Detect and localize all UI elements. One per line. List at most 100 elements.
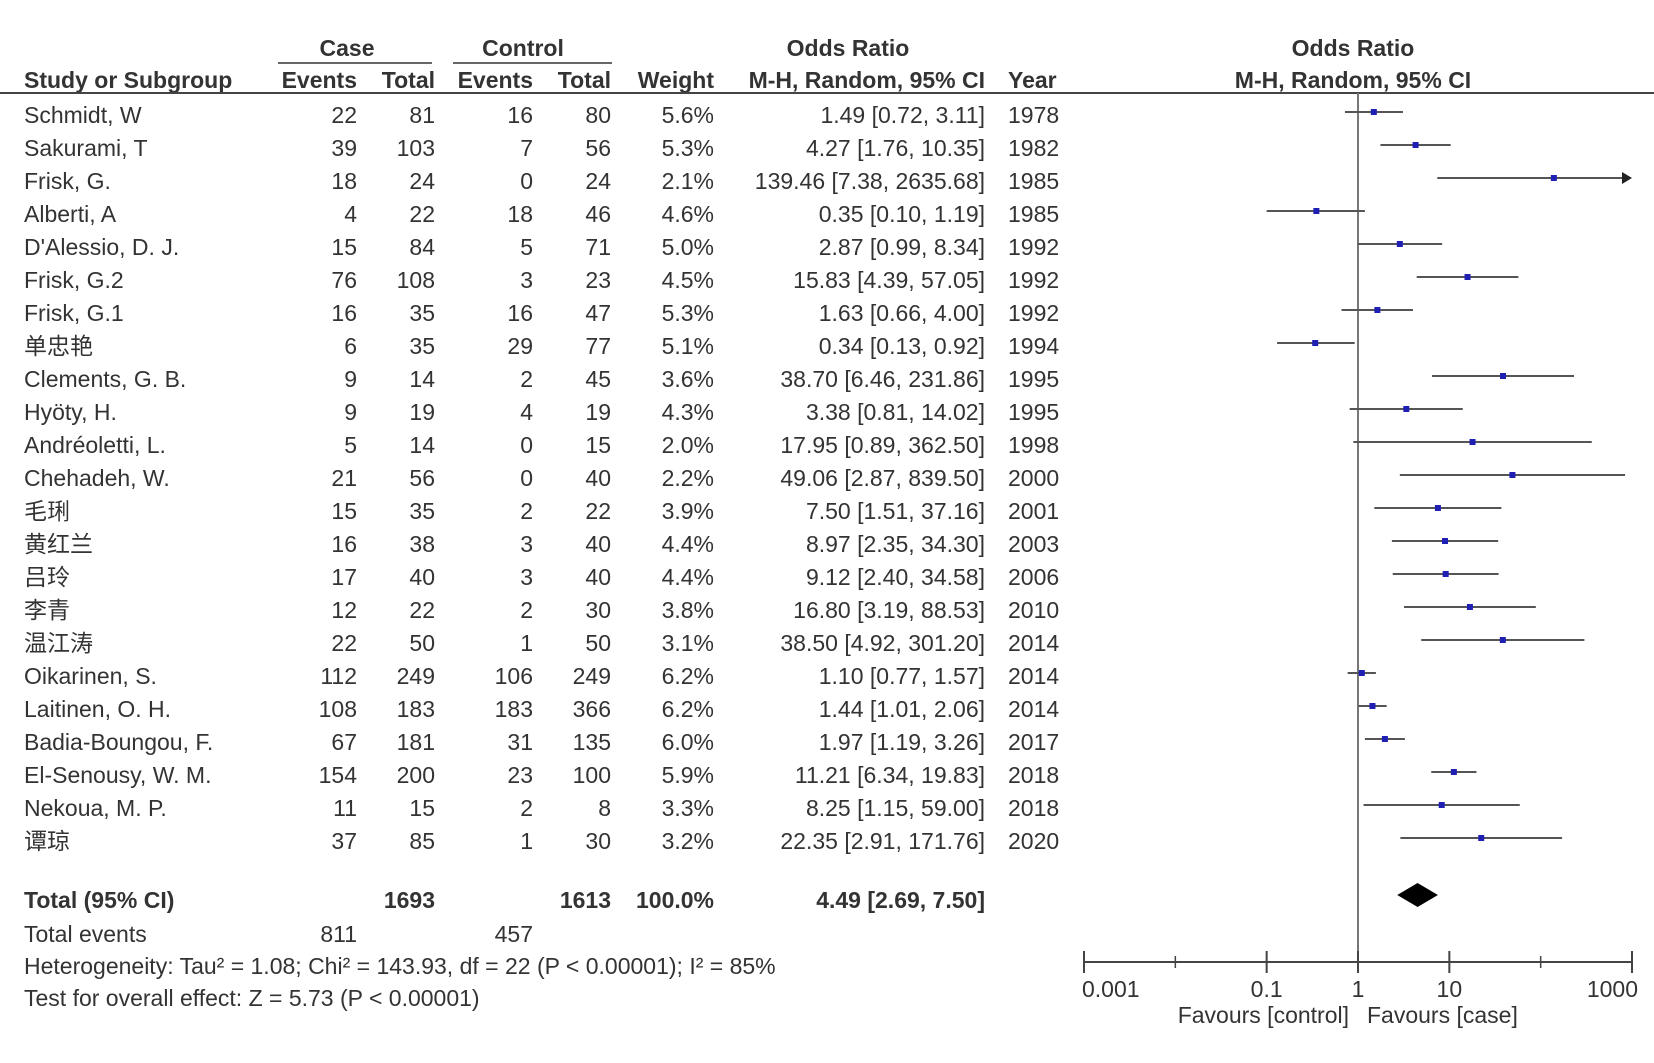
table-row: Oikarinen, S. 112 249 106 249 6.2% 1.10 [0.77,… xyxy=(24,663,1059,689)
cell-case-total: 85 xyxy=(409,828,435,854)
table-row: 单忠艳 6 35 29 77 5.1% 0.34 [0.13, 0.92] 1994 xyxy=(24,333,1059,359)
cell-weight: 6.2% xyxy=(662,663,714,689)
cell-year: 2018 xyxy=(1008,795,1059,821)
point-estimate xyxy=(1370,109,1377,115)
table-row: 黄红兰 16 38 3 40 4.4% 8.97 [2.35, 34.30] 2003 xyxy=(24,531,1059,557)
table-row: 谭琼 37 85 1 30 3.2% 22.35 [2.91, 171.76] 2020 xyxy=(24,828,1059,854)
cell-case-events: 15 xyxy=(331,498,357,524)
cell-study: 谭琼 xyxy=(24,828,70,854)
favours-control-label: Favours [control] xyxy=(1178,1002,1349,1028)
cell-year: 1978 xyxy=(1008,102,1059,128)
cell-year: 2003 xyxy=(1008,531,1059,557)
header-case-total: Total xyxy=(382,67,435,93)
cell-case-total: 35 xyxy=(409,300,435,326)
heterogeneity-text: Heterogeneity: Tau² = 1.08; Chi² = 143.9… xyxy=(24,953,776,979)
cell-study: Badia-Boungou, F. xyxy=(24,729,213,755)
cell-study: Schmidt, W xyxy=(24,102,142,128)
table-row: Andréoletti, L. 5 14 0 15 2.0% 17.95 [0.89, 36… xyxy=(24,432,1059,458)
cell-study: Andréoletti, L. xyxy=(24,432,166,458)
point-estimate xyxy=(1313,208,1320,214)
total-or: 4.49 [2.69, 7.50] xyxy=(816,887,985,913)
point-estimate xyxy=(1450,769,1457,775)
cell-year: 2018 xyxy=(1008,762,1059,788)
cell-ctrl-total: 249 xyxy=(573,663,611,689)
study-ci xyxy=(1344,109,1404,115)
cell-study: Frisk, G.1 xyxy=(24,300,124,326)
cell-weight: 3.3% xyxy=(662,795,714,821)
cell-study: Oikarinen, S. xyxy=(24,663,157,689)
cell-case-events: 16 xyxy=(331,531,357,557)
study-ci xyxy=(1399,472,1626,478)
cell-case-events: 76 xyxy=(331,267,357,293)
cell-case-total: 56 xyxy=(409,465,435,491)
point-estimate xyxy=(1466,604,1473,610)
x-tick-label: 0.001 xyxy=(1082,976,1140,1002)
study-ci xyxy=(1404,604,1536,610)
cell-ctrl-total: 56 xyxy=(585,135,611,161)
point-estimate xyxy=(1500,373,1507,379)
cell-weight: 4.6% xyxy=(662,201,714,227)
cell-study: Nekoua, M. P. xyxy=(24,795,167,821)
cell-weight: 5.3% xyxy=(662,135,714,161)
cell-ctrl-events: 2 xyxy=(520,795,533,821)
cell-ctrl-total: 45 xyxy=(585,366,611,392)
plot-title: Odds Ratio xyxy=(1292,35,1415,61)
table-row: 温江涛 22 50 1 50 3.1% 38.50 [4.92, 301.20] 2014 xyxy=(24,630,1059,656)
cell-case-events: 112 xyxy=(320,663,357,689)
cell-weight: 5.9% xyxy=(662,762,714,788)
cell-ctrl-events: 0 xyxy=(520,168,533,194)
cell-year: 2017 xyxy=(1008,729,1059,755)
cell-or-text: 16.80 [3.19, 88.53] xyxy=(793,597,985,623)
table-row: Frisk, G.2 76 108 3 23 4.5% 15.83 [4.39, 57.05… xyxy=(24,267,1059,293)
cell-or-text: 1.49 [0.72, 3.11] xyxy=(820,102,985,128)
cell-case-events: 12 xyxy=(331,597,357,623)
study-ci xyxy=(1364,736,1405,742)
cell-case-total: 22 xyxy=(409,201,435,227)
cell-ctrl-total: 22 xyxy=(585,498,611,524)
cell-case-total: 84 xyxy=(409,234,435,260)
cell-case-total: 50 xyxy=(409,630,435,656)
cell-ctrl-total: 15 xyxy=(585,432,611,458)
cell-ctrl-events: 7 xyxy=(520,135,533,161)
table-row: Chehadeh, W. 21 56 0 40 2.2% 49.06 [2.87, 839.… xyxy=(24,465,1059,491)
cell-ctrl-total: 30 xyxy=(585,828,611,854)
study-ci xyxy=(1357,241,1443,247)
cell-ctrl-events: 2 xyxy=(520,597,533,623)
cell-or-text: 15.83 [4.39, 57.05] xyxy=(793,267,985,293)
cell-or-text: 4.27 [1.76, 10.35] xyxy=(806,135,985,161)
cell-case-total: 35 xyxy=(409,333,435,359)
study-ci xyxy=(1341,307,1413,313)
cell-year: 1995 xyxy=(1008,366,1059,392)
or-group-header: Odds Ratio xyxy=(787,35,910,61)
header-control-events: Events xyxy=(458,67,533,93)
cell-weight: 3.9% xyxy=(662,498,714,524)
study-ci xyxy=(1277,340,1355,346)
cell-case-total: 38 xyxy=(409,531,435,557)
cell-weight: 5.1% xyxy=(662,333,714,359)
study-ci xyxy=(1380,142,1451,148)
cell-ctrl-events: 3 xyxy=(520,267,533,293)
cell-case-events: 39 xyxy=(331,135,357,161)
cell-ctrl-total: 40 xyxy=(585,564,611,590)
cell-case-total: 200 xyxy=(397,762,435,788)
cell-year: 1982 xyxy=(1008,135,1059,161)
cell-ctrl-events: 5 xyxy=(520,234,533,260)
cell-study: 温江涛 xyxy=(24,630,93,656)
total-events-label: Total events xyxy=(24,921,147,947)
cell-or-text: 2.87 [0.99, 8.34] xyxy=(819,234,985,260)
cell-year: 1985 xyxy=(1008,201,1059,227)
cell-ctrl-events: 0 xyxy=(520,432,533,458)
cell-or-text: 22.35 [2.91, 171.76] xyxy=(780,828,985,854)
cell-study: Frisk, G. xyxy=(24,168,111,194)
header-study: Study or Subgroup xyxy=(24,67,232,93)
cell-or-text: 38.70 [6.46, 231.86] xyxy=(780,366,985,392)
table-row: Badia-Boungou, F. 67 181 31 135 6.0% 1.97 [1.1… xyxy=(24,729,1059,755)
cell-ctrl-events: 2 xyxy=(520,366,533,392)
cell-case-events: 17 xyxy=(331,564,357,590)
study-ci xyxy=(1374,505,1502,511)
table-row: Alberti, A 4 22 18 46 4.6% 0.35 [0.10, 1.19] 19… xyxy=(24,201,1059,227)
cell-or-text: 9.12 [2.40, 34.58] xyxy=(806,564,985,590)
cell-ctrl-events: 1 xyxy=(520,630,533,656)
cell-weight: 4.4% xyxy=(662,564,714,590)
point-estimate xyxy=(1499,637,1506,643)
